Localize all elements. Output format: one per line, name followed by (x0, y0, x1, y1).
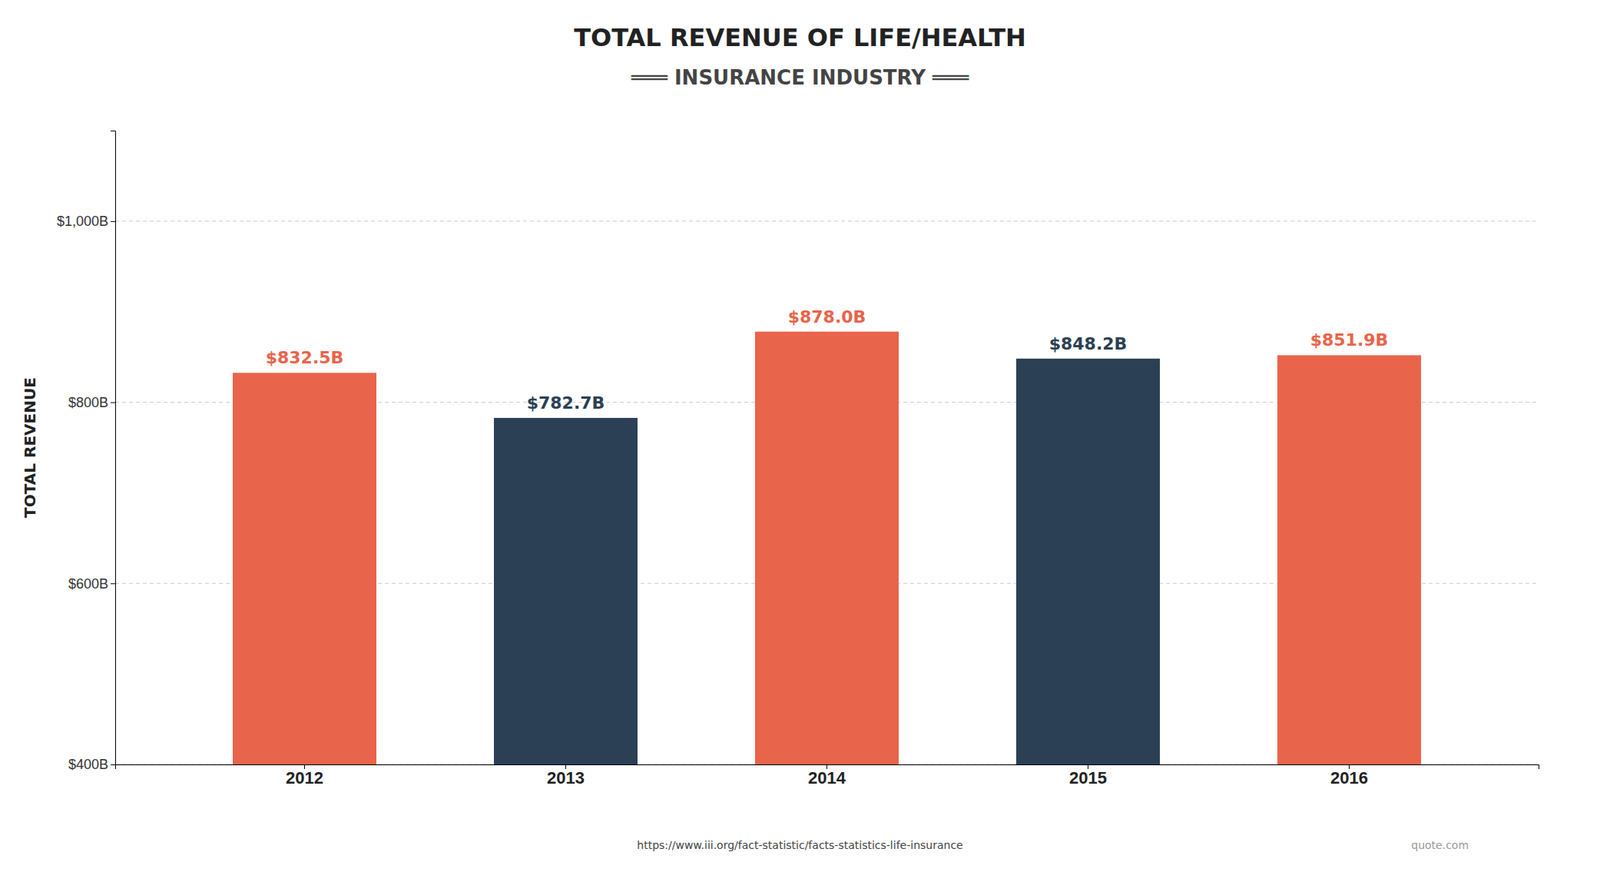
x-tick: 2014 (808, 764, 847, 788)
y-tick-mark (110, 221, 116, 222)
y-tick-mark (110, 402, 116, 404)
data-label: $848.2B (1049, 334, 1128, 354)
bar (1277, 354, 1422, 765)
x-tick-label: 2012 (285, 768, 324, 788)
x-tick-label: 2016 (1330, 768, 1369, 788)
subtitle: ═══ INSURANCE INDUSTRY ═══ (630, 66, 969, 90)
y-tick: $1,000B (56, 213, 116, 229)
x-tick-label: 2013 (546, 768, 585, 788)
y-tick: $600B (68, 576, 116, 592)
y-axis-line (110, 131, 116, 766)
plot: $832.5B$782.7B$878.0B$848.2B$851.9B20122… (56, 131, 1540, 788)
data-labels: $832.5B $782.7B $878.0B $848.2B $851.9B (265, 307, 1389, 413)
y-tick-mark (110, 764, 116, 766)
x-tick: 2012 (285, 764, 324, 788)
x-tick: 2016 (1330, 764, 1369, 788)
y-tick-label: $1,000B (56, 213, 109, 229)
bar (232, 372, 377, 765)
data-label: $832.5B (265, 347, 345, 368)
x-tick-label: 2014 (808, 768, 847, 788)
data-label: $851.9B (1310, 330, 1389, 350)
x-tick: 2015 (1069, 764, 1107, 788)
y-tick-label: $400B (68, 756, 109, 772)
chart: TOTAL REVENUE OF LIFE/HEALTH ═══ INSURANC… (0, 0, 1600, 872)
y-tick-label: $800B (68, 394, 109, 411)
bar (1016, 358, 1160, 765)
y-tick-mark (110, 583, 116, 584)
y-axis: $400B $600B $800B $1,000B (56, 131, 116, 773)
y-tick-label: $600B (68, 576, 109, 592)
y-axis-title: TOTAL REVENUE (20, 377, 40, 518)
y-tick: $800B (68, 394, 116, 411)
data-label: $782.7B (526, 393, 606, 413)
data-label: $878.0B (788, 307, 867, 327)
source-url: https://www.iii.org/fact-statistic/facts… (636, 838, 963, 852)
annotations: https://www.iii.org/fact-statistic/facts… (636, 838, 1469, 852)
grid (115, 221, 1539, 765)
watermark: quote.com (1411, 838, 1469, 852)
title: TOTAL REVENUE OF LIFE/HEALTH (573, 23, 1027, 53)
bar (493, 417, 638, 765)
y-tick: $400B (68, 756, 116, 772)
x-axis: 2012 2013 2014 2015 2016 (115, 764, 1540, 788)
bar (755, 331, 899, 765)
x-tick: 2013 (546, 764, 585, 788)
bars (232, 331, 1422, 765)
x-tick-label: 2015 (1069, 768, 1107, 788)
grid-line (115, 220, 1539, 222)
